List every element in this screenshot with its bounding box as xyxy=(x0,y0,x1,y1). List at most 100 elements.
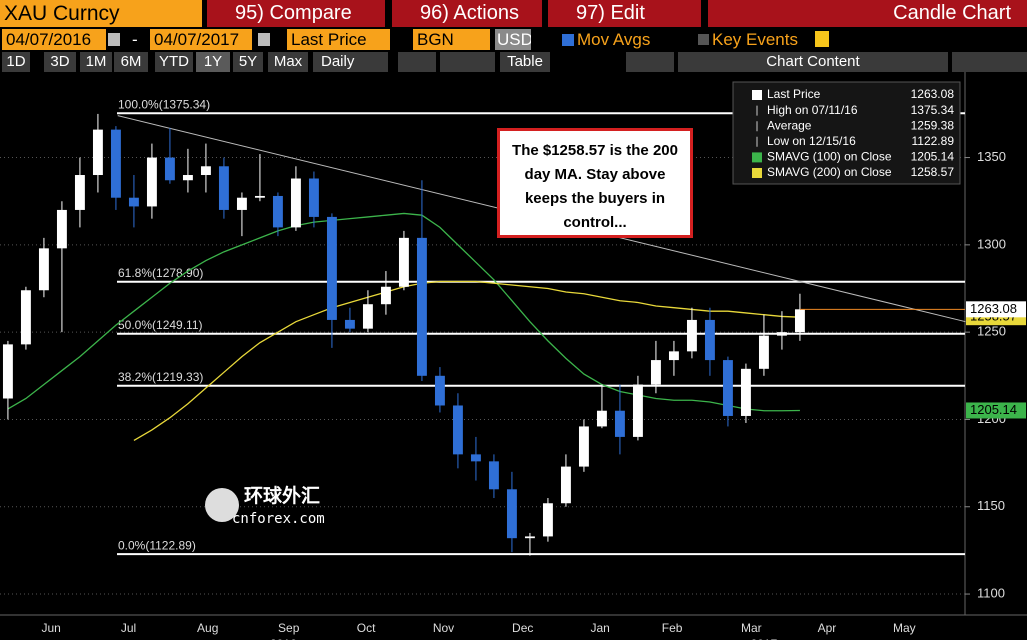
candle-body xyxy=(560,466,571,504)
legend-value: 1258.57 xyxy=(911,165,955,179)
fib-label: 61.8%(1278.90) xyxy=(118,266,203,280)
chart-content[interactable]: Chart Content xyxy=(678,52,948,72)
candle-body xyxy=(74,175,85,210)
candle-body xyxy=(596,410,607,427)
range-button[interactable]: YTD xyxy=(155,52,193,72)
nav-back[interactable] xyxy=(626,52,674,72)
legend-swatch xyxy=(752,152,762,163)
range-button[interactable]: 5Y xyxy=(233,52,263,72)
settings[interactable] xyxy=(952,52,1027,72)
menu-button[interactable]: 97) Edit xyxy=(548,0,701,27)
checkbox xyxy=(698,34,709,45)
line-tool[interactable] xyxy=(398,52,436,72)
x-tick-label: Jan xyxy=(590,621,609,635)
legend-value: 1205.14 xyxy=(911,150,955,164)
candle-tool[interactable] xyxy=(440,52,495,72)
y-tick-label: 1350 xyxy=(977,149,1006,164)
candle-body xyxy=(632,384,643,437)
candle-body xyxy=(218,166,229,210)
candle-body xyxy=(200,166,211,176)
candle-body xyxy=(326,216,337,320)
source[interactable]: BGN xyxy=(413,29,490,50)
range-button[interactable]: 6M xyxy=(114,52,148,72)
legend-label: Low on 12/15/16 xyxy=(767,134,856,148)
x-tick-label: Dec xyxy=(512,621,533,635)
annotation: The $1258.57 is the 200 day MA. Stay abo… xyxy=(497,128,693,238)
key-events[interactable]: Key Events xyxy=(712,30,798,49)
date-sep: - xyxy=(132,30,138,49)
candle-body xyxy=(614,410,625,437)
candle-body xyxy=(416,237,427,376)
legend-box xyxy=(732,81,961,185)
candle-body xyxy=(146,157,157,207)
legend-value: 1375.34 xyxy=(911,103,955,117)
year-label: 2016 xyxy=(270,637,297,640)
legend-swatch xyxy=(752,168,762,178)
mov-avgs[interactable]: Mov Avgs xyxy=(577,30,651,49)
x-tick-label: May xyxy=(893,621,916,635)
legend-value: 1122.89 xyxy=(912,134,955,148)
range-button[interactable]: 1Y xyxy=(196,52,230,72)
y-tick-label: 1100 xyxy=(977,585,1005,600)
legend-label: SMAVG (100) on Close xyxy=(767,150,892,164)
legend-value: 1263.08 xyxy=(911,87,955,101)
candle-body xyxy=(56,209,67,249)
candle-body xyxy=(686,319,697,352)
menu-button[interactable]: 96) Actions xyxy=(392,0,542,27)
candle-body xyxy=(758,335,769,369)
price-tag xyxy=(966,402,1026,419)
security[interactable]: XAU Curncy xyxy=(0,0,202,27)
watermark-site: cnforex.com xyxy=(232,511,325,527)
start-date[interactable]: 04/07/2016 xyxy=(2,29,106,50)
legend-swatch xyxy=(752,90,762,100)
candle-body xyxy=(110,129,121,198)
legend-value: 1259.38 xyxy=(911,118,955,132)
fib-label: 50.0%(1249.11) xyxy=(118,318,203,332)
year-label: 2017 xyxy=(751,637,778,640)
candle-body xyxy=(452,405,463,455)
candle-body xyxy=(578,426,589,467)
candle-body xyxy=(254,195,265,198)
legend-label: Average xyxy=(767,118,812,132)
x-tick-label: Nov xyxy=(433,621,454,635)
price-tag-label: 1263.08 xyxy=(970,301,1017,316)
range-button[interactable]: Max xyxy=(268,52,308,72)
y-tick-label: 1250 xyxy=(977,324,1006,339)
candle-body xyxy=(542,503,553,537)
end-date[interactable]: 04/07/2017 xyxy=(150,29,252,50)
table-button[interactable]: Table xyxy=(500,52,550,72)
price-tag-label: 1205.14 xyxy=(970,402,1017,417)
candle-body xyxy=(740,368,751,416)
candle-body xyxy=(164,157,175,181)
price-tag xyxy=(966,301,1026,318)
candle-body xyxy=(290,178,301,228)
candle-body xyxy=(722,360,733,416)
candle-body xyxy=(668,351,679,361)
fib-label: 38.2%(1219.33) xyxy=(118,370,203,384)
chart-kind: Candle Chart xyxy=(708,0,1027,27)
candle-body xyxy=(380,286,391,305)
candle-body xyxy=(38,248,49,291)
currency[interactable]: USD xyxy=(495,29,531,50)
candle-body xyxy=(2,344,13,399)
fib-label: 0.0%(1122.89) xyxy=(118,538,196,552)
field[interactable]: Last Price xyxy=(287,29,390,50)
range-button[interactable]: 1D xyxy=(2,52,30,72)
range-button[interactable]: 3D xyxy=(44,52,76,72)
candle-body xyxy=(470,454,481,462)
legend-label: SMAVG (200) on Close xyxy=(767,165,892,179)
candle-body xyxy=(128,197,139,207)
candle-body xyxy=(434,375,445,406)
watermark-cn: 环球外汇 xyxy=(244,484,320,507)
annotation-text: The $1258.57 is the 200 day MA. Stay abo… xyxy=(497,128,693,238)
period[interactable]: Daily xyxy=(313,52,388,72)
x-tick-label: Jun xyxy=(41,621,60,635)
menu-button[interactable]: 95) Compare xyxy=(207,0,385,27)
candle-body xyxy=(650,360,661,385)
range-button[interactable]: 1M xyxy=(80,52,112,72)
candle-body xyxy=(704,319,715,361)
x-tick-label: Feb xyxy=(662,621,683,635)
legend-label: Last Price xyxy=(767,87,821,101)
y-tick-label: 1300 xyxy=(977,236,1006,251)
